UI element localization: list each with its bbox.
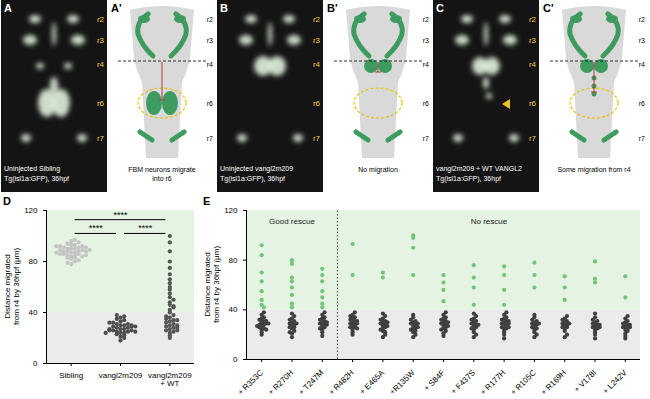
svg-text:r2: r2 (207, 16, 213, 23)
svg-text:+ R353C: + R353C (236, 368, 265, 397)
svg-text:Distance migratedfrom r4 by 36: Distance migratedfrom r4 by 36hpf (μm) (3, 248, 21, 325)
svg-text:+ R482H: + R482H (327, 368, 356, 397)
svg-text:r3: r3 (97, 36, 105, 45)
svg-text:r4: r4 (207, 61, 213, 68)
svg-text:120: 120 (224, 206, 238, 215)
svg-text:r7: r7 (313, 134, 321, 143)
svg-text:40: 40 (29, 308, 38, 317)
html-text:D: D (3, 195, 11, 207)
svg-text:r2: r2 (423, 16, 429, 23)
svg-text:r3: r3 (639, 37, 645, 44)
svg-text:vangl2m209 + WT VANGL2: vangl2m209 + WT VANGL2 (436, 165, 522, 173)
svg-text:into r6: into r6 (152, 175, 172, 182)
svg-text:r6: r6 (639, 100, 645, 107)
svg-text:+ S84F: + S84F (422, 368, 447, 393)
svg-text:+R135W: +R135W (388, 368, 417, 397)
svg-text:r4: r4 (639, 61, 645, 68)
svg-text:r2: r2 (529, 15, 537, 24)
svg-text:0: 0 (233, 355, 238, 364)
svg-text:****: **** (89, 223, 104, 233)
svg-text:80: 80 (29, 257, 38, 266)
svg-text:Sibling: Sibling (59, 371, 83, 380)
svg-text:+ R169H: + R169H (539, 368, 568, 397)
svg-text:No migration: No migration (358, 166, 398, 174)
svg-text:Uninjected vangl2m209: Uninjected vangl2m209 (220, 165, 293, 173)
svg-text:+ E465A: + E465A (358, 368, 387, 397)
svg-text:r2: r2 (313, 15, 321, 24)
svg-text:+ L242V: + L242V (601, 368, 629, 396)
svg-text:Tg(isl1a:GFP), 36hpf: Tg(isl1a:GFP), 36hpf (4, 175, 69, 183)
svg-text:r4: r4 (529, 60, 537, 69)
svg-text:Tg(isl1a:GFP), 36hpf: Tg(isl1a:GFP), 36hpf (220, 175, 285, 183)
svg-text:r7: r7 (207, 135, 213, 142)
svg-text:+ F437S: + F437S (449, 368, 477, 396)
svg-text:80: 80 (229, 256, 238, 265)
svg-text:C: C (436, 2, 444, 14)
svg-text:r7: r7 (423, 135, 429, 142)
svg-text:r3: r3 (423, 37, 429, 44)
svg-text:vangl2m209+ WT: vangl2m209+ WT (148, 371, 192, 388)
svg-text:+ R270H: + R270H (266, 368, 295, 397)
svg-text:Uninjected Sibling: Uninjected Sibling (4, 165, 60, 173)
svg-text:A: A (4, 2, 12, 14)
svg-text:B': B' (327, 2, 338, 14)
svg-text:r2: r2 (97, 15, 105, 24)
svg-text:****: **** (113, 210, 128, 220)
svg-text:+ R177H: + R177H (478, 368, 507, 397)
svg-text:r2: r2 (639, 16, 645, 23)
svg-text:120: 120 (24, 206, 38, 215)
svg-text:r6: r6 (207, 100, 213, 107)
svg-text:B: B (220, 2, 228, 14)
svg-text:r7: r7 (639, 135, 645, 142)
svg-text:r6: r6 (423, 100, 429, 107)
svg-text:40: 40 (229, 305, 238, 314)
svg-text:C': C' (543, 2, 554, 14)
svg-text:r4: r4 (313, 60, 321, 69)
html-text:E: E (203, 195, 211, 207)
svg-text:r7: r7 (97, 134, 105, 143)
svg-text:+ T247M: + T247M (297, 368, 326, 397)
svg-text:A': A' (111, 2, 122, 14)
svg-text:r4: r4 (97, 60, 105, 69)
svg-text:0: 0 (33, 359, 38, 368)
svg-text:r7: r7 (529, 134, 537, 143)
svg-text:r6: r6 (529, 99, 537, 108)
svg-text:+ R105C: + R105C (509, 368, 538, 397)
svg-text:r3: r3 (207, 37, 213, 44)
svg-text:****: **** (138, 223, 153, 233)
svg-text:r6: r6 (313, 99, 321, 108)
svg-text:No rescue: No rescue (471, 217, 508, 226)
svg-text:vangl2m209: vangl2m209 (99, 371, 143, 380)
svg-text:r3: r3 (313, 36, 321, 45)
svg-text:Good rescue: Good rescue (269, 217, 315, 226)
svg-text:FBM neurons migrate: FBM neurons migrate (128, 166, 195, 174)
svg-text:r6: r6 (97, 99, 105, 108)
svg-text:Some migration from r4: Some migration from r4 (557, 166, 630, 174)
svg-text:Distance migratedfrom r4 by 36: Distance migratedfrom r4 by 36hpf (μm) (203, 246, 221, 323)
svg-text:+ V178I: + V178I (572, 368, 598, 394)
svg-text:r3: r3 (529, 36, 537, 45)
svg-text:Tg(isl1a:GFP), 36hpf: Tg(isl1a:GFP), 36hpf (436, 175, 501, 183)
svg-text:r4: r4 (423, 61, 429, 68)
